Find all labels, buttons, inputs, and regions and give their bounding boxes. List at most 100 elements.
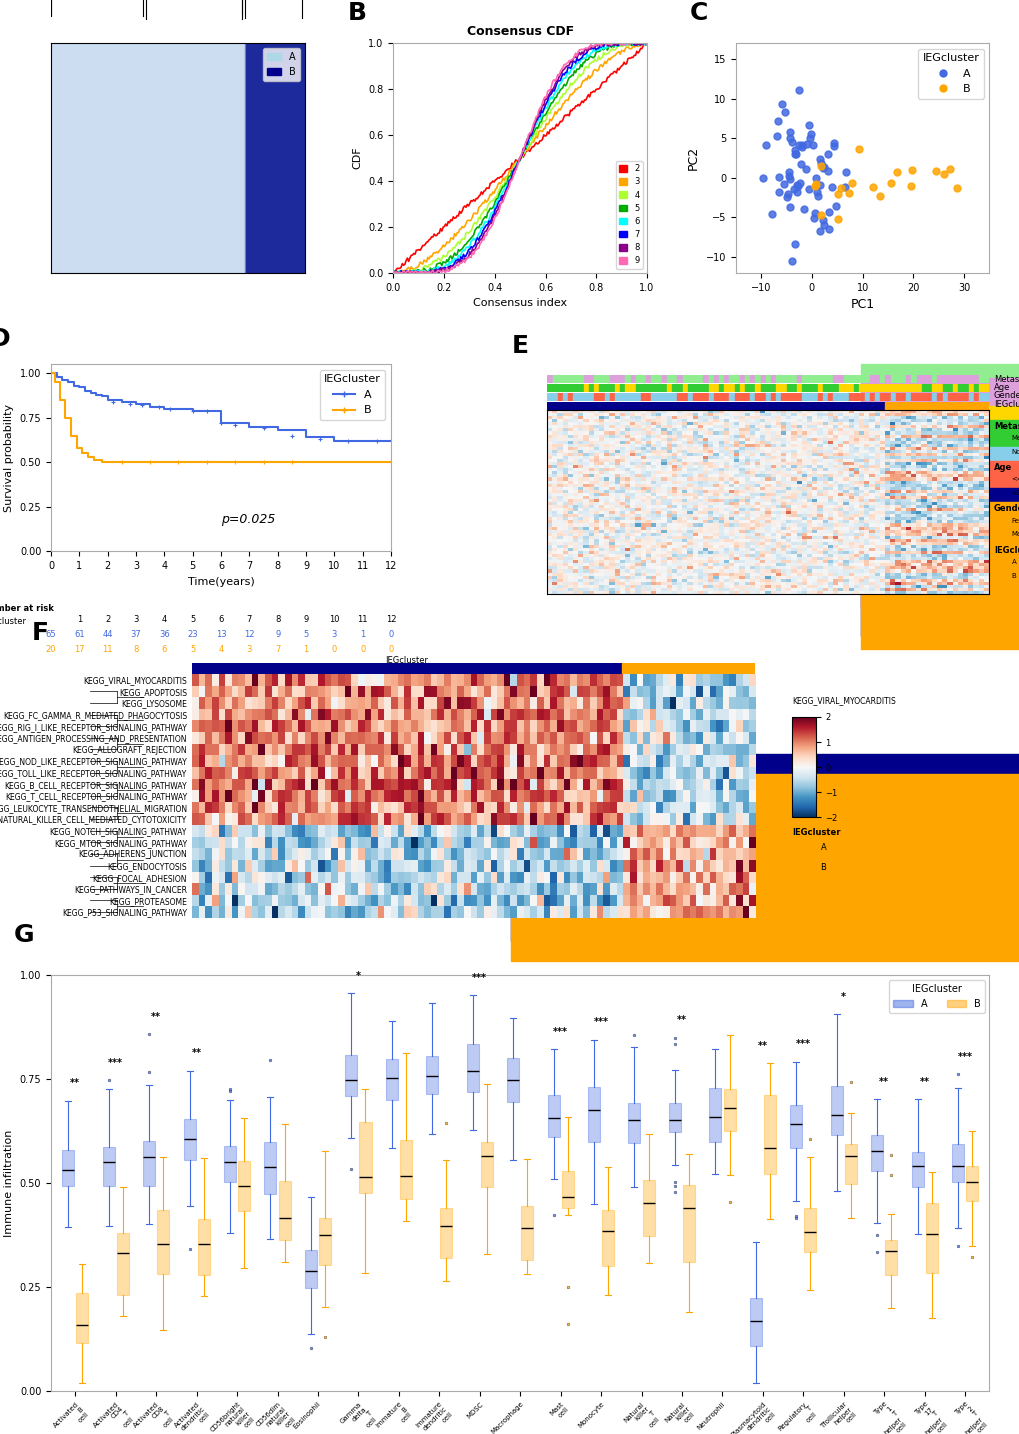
A [300,429,312,446]
6 [640,36,652,53]
Point [815,155,832,178]
A [243,419,255,436]
PathPatch shape [829,1087,842,1134]
Text: D: D [0,327,10,351]
PathPatch shape [951,1143,963,1182]
Point [775,100,792,123]
Text: Gender: Gender [993,391,1019,400]
Text: 20: 20 [46,645,56,654]
A [62,373,74,390]
Point [807,174,823,196]
2 [620,54,632,72]
FancyBboxPatch shape [511,774,1019,961]
8 [404,264,416,281]
Point [783,250,799,272]
Y-axis label: CDF: CDF [353,146,363,169]
Point [812,155,828,178]
Line: 5: 5 [393,43,646,272]
5 [620,34,632,52]
PathPatch shape [561,1172,573,1207]
Text: p=0.025: p=0.025 [221,513,275,526]
PathPatch shape [790,1106,802,1149]
Point [823,175,840,198]
PathPatch shape [521,1206,533,1260]
PathPatch shape [345,1055,357,1096]
Text: Age: Age [993,463,1011,472]
6 [606,34,619,52]
Text: *: * [356,971,361,981]
5 [629,36,641,53]
A [45,364,57,381]
Text: 61: 61 [74,630,85,638]
Text: 37: 37 [130,630,142,638]
A [51,369,63,386]
Text: 5: 5 [190,615,195,624]
Text: **: ** [919,1077,928,1087]
3 [629,37,641,54]
Y-axis label: PC2: PC2 [687,146,699,171]
Text: 65: 65 [46,630,56,638]
Text: 13: 13 [215,630,226,638]
Point [790,79,806,102]
9 [404,264,416,281]
Text: 9: 9 [275,630,280,638]
3 [635,34,647,52]
Text: KEGG_VIRAL_MYOCARDITIS: KEGG_VIRAL_MYOCARDITIS [792,697,896,706]
Point [768,125,785,148]
Point [837,161,853,184]
Point [807,166,823,189]
Text: 5: 5 [303,630,309,638]
B [384,453,396,470]
PathPatch shape [911,1152,923,1187]
8 [597,34,609,52]
Legend: 2, 3, 4, 5, 6, 7, 8, 9: 2, 3, 4, 5, 6, 7, 8, 9 [615,161,642,268]
B [70,439,83,456]
X-axis label: PC1: PC1 [850,298,874,311]
A [85,384,97,402]
Text: IEGcluster: IEGcluster [0,617,25,625]
Text: 1: 1 [76,615,82,624]
A [90,386,102,403]
3 [620,39,632,56]
Text: 12: 12 [244,630,255,638]
8 [622,34,634,52]
Line: 2: 2 [393,44,646,272]
Text: ***: *** [472,972,487,982]
Point [773,92,790,115]
Text: Metastasis: Metastasis [993,422,1019,430]
PathPatch shape [763,1094,775,1174]
6 [388,264,400,281]
PathPatch shape [183,1119,196,1160]
4 [454,232,467,250]
Point [754,166,770,189]
Point [779,185,795,208]
Text: Number at risk: Number at risk [0,604,54,612]
Text: 23: 23 [187,630,198,638]
Text: Metastasis: Metastasis [993,374,1019,384]
Text: 4: 4 [218,645,223,654]
A [78,383,91,400]
Point [804,133,820,156]
Text: 0: 0 [388,645,393,654]
7 [454,248,467,265]
PathPatch shape [359,1121,371,1193]
PathPatch shape [683,1184,694,1262]
Text: G: G [13,923,34,946]
A [96,387,108,404]
PathPatch shape [587,1087,599,1141]
A [172,400,184,417]
Text: ***: *** [957,1051,972,1061]
B [328,453,340,470]
5 [403,264,415,281]
A [115,393,127,410]
B [45,364,57,381]
3 [398,261,411,278]
5 [397,262,410,280]
PathPatch shape [198,1219,210,1275]
Text: 36: 36 [159,630,169,638]
PathPatch shape [722,1090,735,1131]
Point [942,158,958,181]
Text: 11: 11 [357,615,368,624]
Text: 4: 4 [162,615,167,624]
Text: 0: 0 [331,645,336,654]
